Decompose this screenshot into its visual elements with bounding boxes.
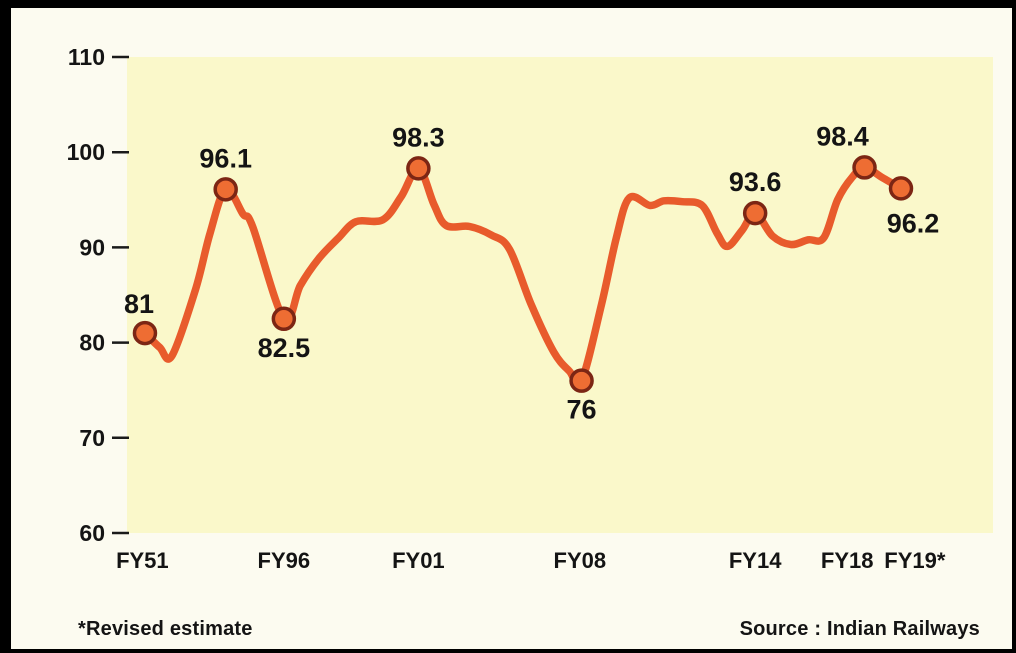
data-point-label: 98.3 — [392, 122, 445, 152]
operating-ratio-line-chart: 110 100 90 80 70 60 FY51 FY96 FY01 FY08 FY14 FY18 FY… — [67, 44, 993, 573]
x-tick-label: FY01 — [392, 548, 445, 573]
x-tick-label: FY19* — [884, 548, 946, 573]
data-point-marker — [888, 176, 914, 201]
data-point-label: 98.4 — [816, 121, 869, 151]
y-tick-label: 90 — [79, 234, 105, 260]
data-point-label: 96.2 — [887, 208, 940, 238]
footnote: *Revised estimate — [78, 618, 253, 640]
data-point-marker — [742, 200, 768, 226]
y-tick-label: 70 — [79, 425, 105, 451]
data-point-marker — [569, 368, 594, 393]
x-tick-label: FY18 — [821, 548, 874, 573]
data-point-label: 93.6 — [729, 167, 782, 197]
x-tick-label: FY14 — [729, 548, 782, 573]
data-point-label: 96.1 — [199, 143, 252, 173]
x-tick-label: FY51 — [116, 548, 169, 573]
y-tick-label: 80 — [79, 330, 105, 356]
y-tick-label: 100 — [67, 139, 105, 165]
data-line — [141, 163, 905, 389]
y-tick-label: 60 — [79, 520, 105, 546]
x-tick-label: FY96 — [258, 548, 311, 573]
source-credit: Source : Indian Railways — [739, 618, 980, 640]
data-point-marker — [406, 156, 431, 181]
data-point-marker — [271, 306, 297, 332]
y-tick-label: 110 — [68, 44, 105, 70]
chart-card: 110 100 90 80 70 60 FY51 FY96 FY01 FY08 FY14 FY18 FY… — [11, 8, 1012, 649]
data-point-label: 82.5 — [258, 333, 311, 363]
data-point-marker — [852, 155, 877, 180]
data-point-label: 76 — [567, 395, 597, 425]
data-point-marker — [213, 177, 238, 202]
data-point-marker — [132, 320, 158, 346]
x-tick-label: FY08 — [554, 548, 607, 573]
data-point-label: 81 — [124, 289, 154, 319]
